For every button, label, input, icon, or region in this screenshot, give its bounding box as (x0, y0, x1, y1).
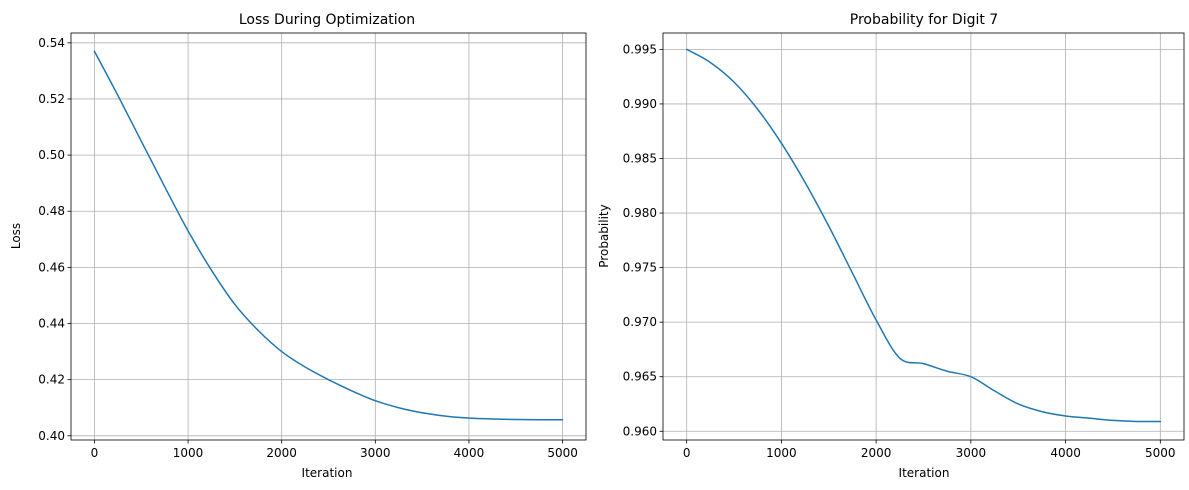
y-tick-label: 0.965 (623, 370, 657, 384)
x-axis-label: Iteration (302, 466, 353, 480)
y-tick-label: 0.970 (623, 315, 657, 329)
chart-title: Probability for Digit 7 (850, 12, 998, 28)
y-tick-label: 0.980 (623, 206, 657, 220)
y-tick-label: 0.54 (38, 36, 65, 50)
plot-frame (662, 32, 1185, 441)
series-line (685, 48, 1162, 423)
y-tick-label: 0.46 (38, 260, 65, 274)
y-tick-label: 0.40 (38, 429, 65, 443)
y-tick-label: 0.44 (38, 317, 65, 331)
x-tick-label: 3000 (360, 446, 391, 460)
y-tick-label: 0.975 (623, 261, 657, 275)
x-axis: 0 1000 2000 3000 4000 5000 (683, 440, 1176, 460)
y-tick-label: 0.50 (38, 148, 65, 162)
y-axis: 0.960 0.965 0.970 0.975 0.980 0.985 0.990 0.995 (623, 42, 663, 438)
x-tick-label: 4000 (1050, 446, 1081, 460)
y-tick-label: 0.990 (623, 97, 657, 111)
series-layer (93, 50, 564, 421)
y-axis-label: Probability (597, 204, 611, 267)
chart-loss: Loss During Optimization 0 1000 2000 3000 40… (9, 12, 587, 480)
x-tick-label: 0 (683, 446, 691, 460)
x-tick-label: 0 (91, 446, 99, 460)
grid (663, 33, 1184, 440)
x-tick-label: 5000 (1145, 446, 1176, 460)
chart-title: Loss During Optimization (239, 12, 415, 28)
x-tick-label: 5000 (547, 446, 578, 460)
y-tick-label: 0.995 (623, 42, 657, 56)
y-tick-label: 0.985 (623, 151, 657, 165)
x-tick-label: 1000 (173, 446, 204, 460)
x-tick-label: 3000 (956, 446, 987, 460)
series-line (93, 50, 564, 421)
chart-probability: Probability for Digit 7 0 1000 2000 3000 400… (597, 12, 1185, 480)
y-tick-label: 0.960 (623, 424, 657, 438)
x-tick-label: 2000 (861, 446, 892, 460)
y-axis: 0.40 0.42 0.44 0.46 0.48 0.50 0.52 0.54 (38, 36, 71, 443)
y-axis-label: Loss (9, 223, 23, 249)
x-tick-label: 1000 (766, 446, 797, 460)
plot-frame (70, 32, 587, 441)
x-axis: 0 1000 2000 3000 4000 5000 (91, 440, 578, 460)
x-tick-label: 4000 (454, 446, 485, 460)
series-layer (685, 48, 1162, 423)
y-tick-label: 0.52 (38, 92, 65, 106)
grid (71, 33, 586, 440)
x-axis-label: Iteration (899, 466, 950, 480)
y-tick-label: 0.48 (38, 204, 65, 218)
y-tick-label: 0.42 (38, 373, 65, 387)
x-tick-label: 2000 (266, 446, 297, 460)
